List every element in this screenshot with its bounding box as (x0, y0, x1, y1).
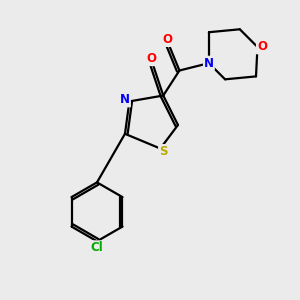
Text: N: N (120, 93, 130, 106)
Text: O: O (163, 33, 173, 46)
Text: Cl: Cl (91, 241, 103, 254)
Text: N: N (204, 57, 214, 70)
Text: O: O (257, 40, 267, 53)
Text: O: O (146, 52, 157, 65)
Text: S: S (159, 145, 167, 158)
